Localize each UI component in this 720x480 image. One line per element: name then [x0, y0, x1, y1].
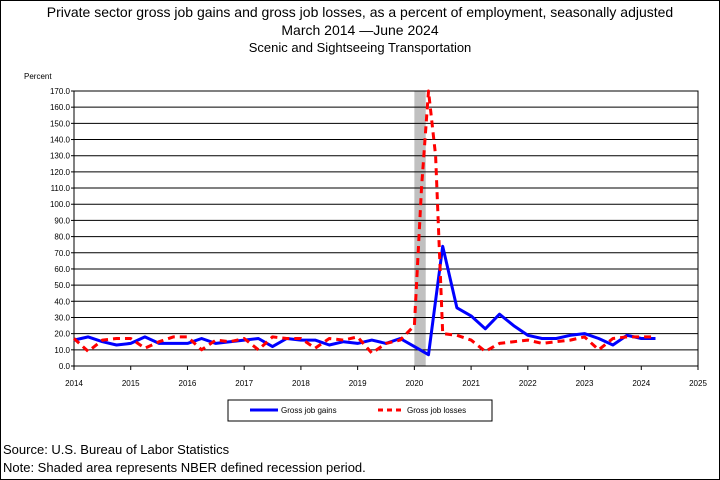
y-tick-label: 130.0 [50, 152, 71, 161]
y-tick-label: 100.0 [50, 200, 71, 209]
y-tick-label: 120.0 [50, 168, 71, 177]
y-tick-label: 70.0 [54, 249, 70, 258]
y-tick-label: 0.0 [59, 362, 71, 371]
series-line-losses [72, 89, 656, 355]
recession-note: Note: Shaded area represents NBER define… [3, 460, 366, 475]
x-tick-label: 2014 [65, 379, 83, 388]
series-line-gains [73, 244, 656, 357]
legend-label-gains: Gross job gains [281, 406, 337, 415]
x-tick-label: 2018 [292, 379, 310, 388]
y-tick-label: 10.0 [54, 346, 70, 355]
legend-label-losses: Gross job losses [407, 406, 466, 415]
x-tick-label: 2020 [405, 379, 423, 388]
chart-subtitle-dates: March 2014 —June 2024 [281, 22, 439, 38]
y-tick-label: 150.0 [50, 119, 71, 128]
x-tick-label: 2017 [235, 379, 253, 388]
title-block: Private sector gross job gains and gross… [0, 3, 720, 56]
x-tick-label: 2023 [576, 379, 594, 388]
plot-area-border [73, 90, 699, 367]
y-tick-label: 140.0 [50, 136, 71, 145]
x-tick-label: 2016 [179, 379, 197, 388]
x-tick-label: 2015 [122, 379, 140, 388]
y-tick-label: 40.0 [54, 297, 70, 306]
y-tick-label: 50.0 [54, 281, 70, 290]
legend-box [227, 399, 493, 422]
y-tick-label: 20.0 [54, 330, 70, 339]
y-tick-label: 30.0 [54, 313, 70, 322]
x-tick-label: 2024 [632, 379, 650, 388]
x-tick-label: 2019 [349, 379, 367, 388]
chart-subtitle-industry: Scenic and Sightseeing Transportation [248, 40, 472, 55]
x-tick-label: 2025 [689, 379, 707, 388]
y-tick-label: 90.0 [54, 216, 70, 225]
y-tick-label: 60.0 [54, 265, 70, 274]
chart-title: Private sector gross job gains and gross… [46, 4, 674, 20]
y-tick-label: 80.0 [54, 233, 70, 242]
line-chart: 0.0 10.0 20.0 30.0 40.0 50.0 60.0 70.0 80.0 90.0 1… [24, 72, 707, 422]
y-tick-label: 110.0 [51, 184, 71, 193]
y-axis-label: Percent [24, 72, 52, 81]
x-tick-label: 2021 [462, 379, 480, 388]
x-tick-label: 2022 [519, 379, 537, 388]
y-tick-label: 170.0 [50, 87, 71, 96]
source-note: Source: U.S. Bureau of Labor Statistics [3, 442, 230, 457]
y-tick-label: 160.0 [50, 103, 71, 112]
